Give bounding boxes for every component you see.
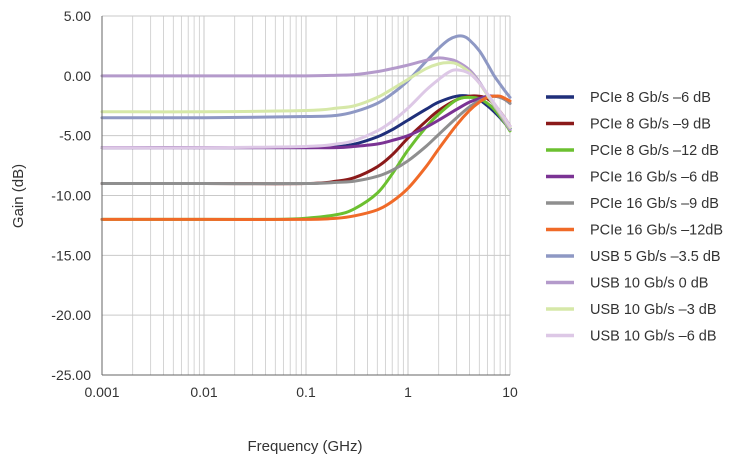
y-tick-label: -20.00 — [51, 307, 91, 323]
y-tick-label: -15.00 — [51, 247, 91, 263]
legend-label: USB 10 Gb/s –3 dB — [590, 302, 717, 318]
y-tick-label: -25.00 — [51, 367, 91, 383]
legend-label: USB 10 Gb/s 0 dB — [590, 276, 708, 292]
y-tick-label: 0.00 — [64, 68, 91, 84]
x-tick-label: 1 — [404, 384, 412, 400]
legend-label: PCIe 8 Gb/s –6 dB — [590, 90, 711, 106]
y-axis-title: Gain (dB) — [10, 164, 27, 228]
legend-label: PCIe 8 Gb/s –12 dB — [590, 143, 719, 159]
legend: PCIe 8 Gb/s –6 dB PCIe 8 Gb/s –9 dB PCIe 8… — [546, 90, 723, 345]
y-tick-label: -5.00 — [59, 128, 91, 144]
x-tick-label: 0.01 — [190, 384, 217, 400]
series-line — [100, 68, 512, 150]
y-tick-label: 5.00 — [64, 8, 91, 24]
legend-label: PCIe 8 Gb/s –9 dB — [590, 117, 711, 133]
x-tick-label: 0.001 — [84, 384, 119, 400]
series-line — [100, 94, 512, 222]
legend-label: PCIe 16 Gb/s –9 dB — [590, 196, 719, 212]
legend-label: USB 5 Gb/s –3.5 dB — [590, 249, 721, 265]
grid — [101, 15, 511, 376]
x-axis-title: Frequency (GHz) — [247, 438, 362, 455]
legend-label: USB 10 Gb/s –6 dB — [590, 329, 717, 345]
y-tick-labels: 5.00 0.00 -5.00 -10.00 -15.00 -20.00 -25.00 — [51, 8, 91, 383]
axes — [101, 16, 510, 376]
legend-label: PCIe 16 Gb/s –6 dB — [590, 170, 719, 186]
series-line — [100, 34, 512, 120]
legend-label: PCIe 16 Gb/s –12dB — [590, 223, 723, 239]
x-tick-label: 0.1 — [296, 384, 316, 400]
x-tick-label: 10 — [502, 384, 518, 400]
series-lines — [100, 34, 512, 222]
x-tick-labels: 0.001 0.01 0.1 1 10 — [84, 384, 518, 400]
y-tick-label: -10.00 — [51, 188, 91, 204]
